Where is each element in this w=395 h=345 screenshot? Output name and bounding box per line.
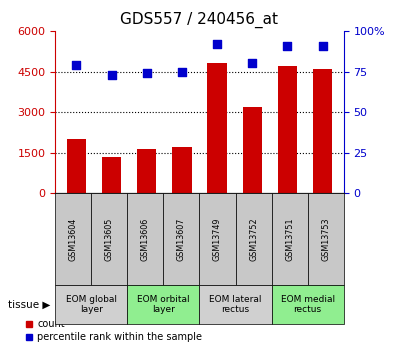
Bar [67, 139, 86, 193]
Point [284, 43, 291, 48]
Text: GSM13604: GSM13604 [69, 217, 78, 260]
Text: EOM medial
rectus: EOM medial rectus [280, 295, 335, 314]
Point [320, 43, 326, 48]
Point [108, 72, 115, 78]
Bar [313, 69, 332, 193]
Bar [207, 63, 227, 193]
Text: GSM13607: GSM13607 [177, 217, 186, 260]
Point [143, 70, 150, 76]
Point [214, 41, 220, 47]
Text: GSM13606: GSM13606 [141, 217, 150, 260]
Bar [278, 66, 297, 193]
Bar [172, 147, 192, 193]
Bar [102, 157, 121, 193]
Text: GSM13749: GSM13749 [213, 217, 222, 261]
Legend: count, percentile rank within the sample: count, percentile rank within the sample [26, 319, 202, 342]
Title: GDS557 / 240456_at: GDS557 / 240456_at [120, 12, 278, 28]
Point [179, 69, 185, 74]
Text: EOM lateral
rectus: EOM lateral rectus [209, 295, 262, 314]
Text: EOM orbital
layer: EOM orbital layer [137, 295, 190, 314]
Text: GSM13605: GSM13605 [105, 217, 114, 260]
Point [249, 61, 256, 66]
Text: EOM global
layer: EOM global layer [66, 295, 117, 314]
Bar [137, 149, 156, 193]
Point [73, 62, 79, 68]
Text: GSM13752: GSM13752 [249, 217, 258, 261]
Bar [243, 107, 262, 193]
Text: GSM13753: GSM13753 [321, 217, 330, 261]
Text: GSM13751: GSM13751 [285, 217, 294, 261]
Text: tissue ▶: tissue ▶ [8, 299, 50, 309]
